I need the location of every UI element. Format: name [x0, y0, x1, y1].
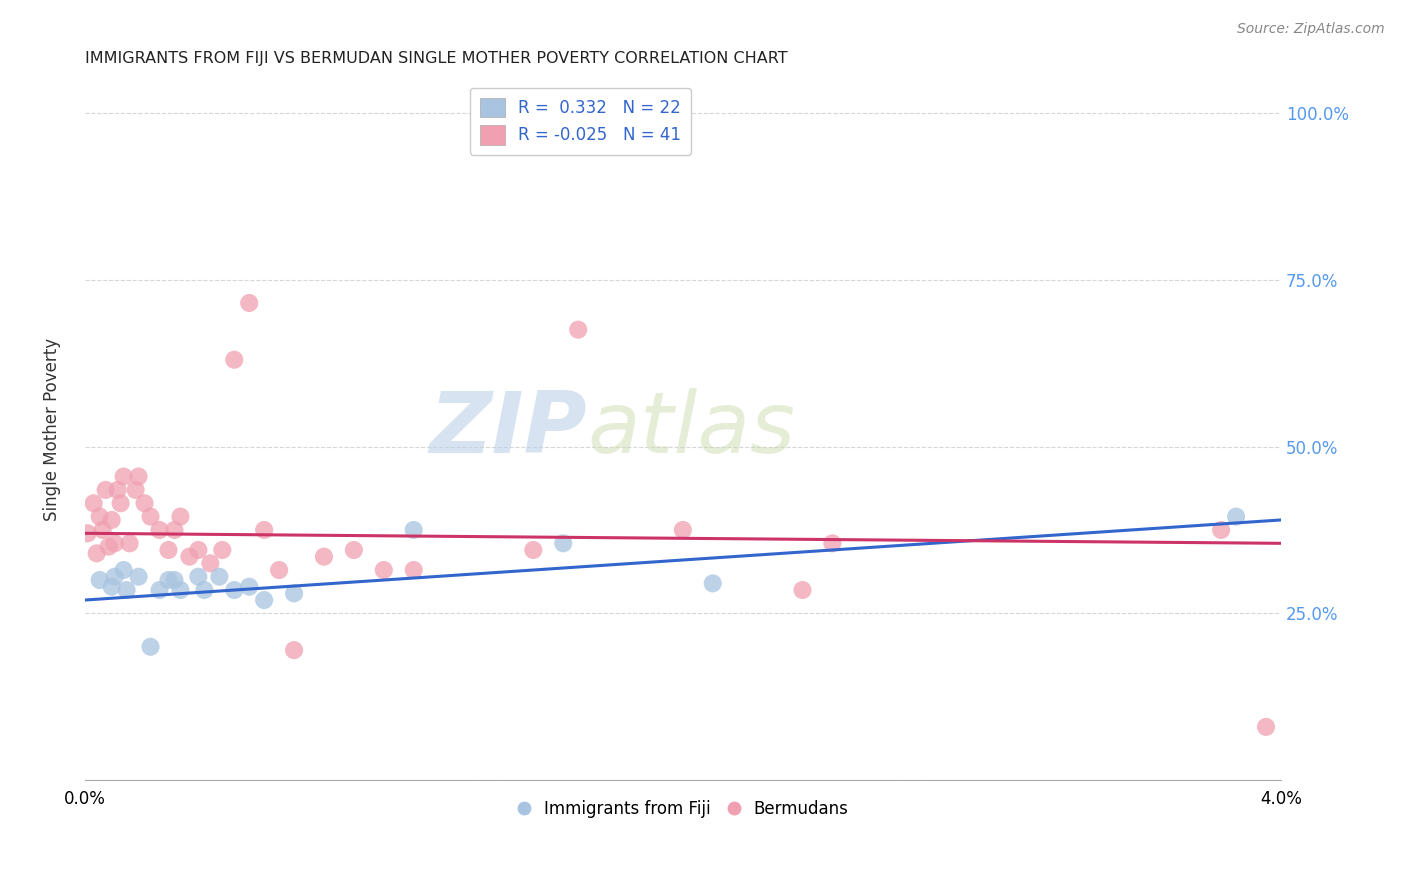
- Text: IMMIGRANTS FROM FIJI VS BERMUDAN SINGLE MOTHER POVERTY CORRELATION CHART: IMMIGRANTS FROM FIJI VS BERMUDAN SINGLE …: [84, 51, 787, 66]
- Point: [187, 543, 209, 558]
- Point: [107, 483, 129, 497]
- Point: [238, 296, 260, 310]
- Point: [139, 509, 162, 524]
- Point: [312, 549, 335, 564]
- Point: [402, 523, 425, 537]
- Text: atlas: atlas: [588, 388, 796, 471]
- Point: [128, 469, 150, 483]
- Text: Source: ZipAtlas.com: Source: ZipAtlas.com: [1237, 22, 1385, 37]
- Point: [672, 523, 695, 537]
- Point: [110, 496, 132, 510]
- Point: [169, 509, 191, 524]
- Point: [1254, 720, 1277, 734]
- Point: [702, 576, 724, 591]
- Point: [821, 536, 844, 550]
- Point: [112, 563, 135, 577]
- Point: [224, 352, 246, 367]
- Point: [343, 543, 366, 558]
- Point: [373, 563, 395, 577]
- Point: [553, 536, 575, 550]
- Point: [224, 582, 246, 597]
- Point: [187, 570, 209, 584]
- Point: [100, 580, 122, 594]
- Point: [76, 526, 98, 541]
- Point: [148, 523, 170, 537]
- Point: [1211, 523, 1233, 537]
- Point: [89, 573, 111, 587]
- Point: [1225, 509, 1247, 524]
- Legend: Immigrants from Fiji, Bermudans: Immigrants from Fiji, Bermudans: [510, 793, 855, 824]
- Point: [211, 543, 233, 558]
- Point: [567, 323, 589, 337]
- Text: ZIP: ZIP: [429, 388, 588, 471]
- Point: [134, 496, 156, 510]
- Point: [104, 536, 127, 550]
- Point: [148, 582, 170, 597]
- Point: [238, 580, 260, 594]
- Point: [115, 582, 138, 597]
- Point: [193, 582, 215, 597]
- Point: [124, 483, 146, 497]
- Point: [86, 546, 108, 560]
- Point: [522, 543, 544, 558]
- Point: [104, 570, 127, 584]
- Point: [200, 557, 222, 571]
- Point: [253, 593, 276, 607]
- Point: [283, 586, 305, 600]
- Point: [100, 513, 122, 527]
- Point: [157, 543, 180, 558]
- Point: [89, 509, 111, 524]
- Point: [91, 523, 114, 537]
- Point: [118, 536, 141, 550]
- Point: [269, 563, 291, 577]
- Point: [179, 549, 201, 564]
- Point: [139, 640, 162, 654]
- Point: [97, 540, 120, 554]
- Point: [94, 483, 117, 497]
- Point: [128, 570, 150, 584]
- Point: [208, 570, 231, 584]
- Point: [283, 643, 305, 657]
- Point: [112, 469, 135, 483]
- Point: [157, 573, 180, 587]
- Y-axis label: Single Mother Poverty: Single Mother Poverty: [44, 338, 60, 522]
- Point: [402, 563, 425, 577]
- Point: [163, 573, 186, 587]
- Point: [163, 523, 186, 537]
- Point: [169, 582, 191, 597]
- Point: [253, 523, 276, 537]
- Point: [83, 496, 105, 510]
- Point: [792, 582, 814, 597]
